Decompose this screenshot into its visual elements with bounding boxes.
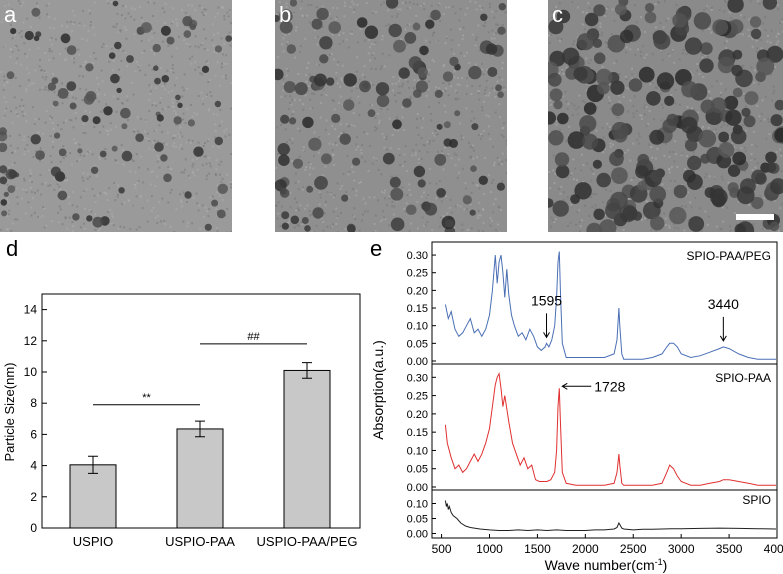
tem-image-b [275,0,507,232]
y-tick-label: 0.30 [407,372,428,384]
bar [69,464,117,529]
error-bar [195,420,205,438]
annotation-arrow [543,313,550,339]
significance-label: ## [247,331,260,343]
series-label: SPIO [742,493,771,507]
x-tick-label: 3500 [716,542,743,556]
tem-image-a [0,0,232,232]
bar [283,369,331,529]
x-tick-label: 2000 [572,542,599,556]
annotation-arrow [719,316,727,342]
x-tick-label: 1500 [524,542,551,556]
x-tick-label: USPIO-PAA/PEG [257,534,358,549]
scale-bar [736,214,774,220]
annotation-arrow [561,382,592,390]
spectrum-line [444,500,777,532]
bar [176,428,224,529]
series-label: SPIO-PAA [715,371,771,385]
x-tick-label: 2500 [620,542,647,556]
y-tick-label: 0.15 [407,427,428,439]
y-tick-label: 10 [24,365,38,379]
ftir-spectra-chart: 0.00 0.05 0.10 0.15 0.20 0.25 0.30 SPIO-PAA/PEG… [370,241,783,573]
annotation-label: 1595 [531,292,562,308]
y-tick-label: 0.05 [407,338,428,350]
y-tick-label: 0.00 [407,529,428,541]
panel-label-e: e [370,236,383,261]
x-tick-label: 4000 [764,542,783,556]
y-tick-label: 0.05 [407,514,428,526]
x-tick-label: USPIO [73,534,113,549]
y-tick-label: 8 [30,396,37,410]
x-axis-title: Wave number(cm-1) [545,557,668,573]
y-tick-label: 0.05 [407,464,428,476]
y-axis-title: Particle Size(nm) [2,363,17,462]
panel-label-c: c [552,2,563,27]
y-tick-label: 0.10 [407,499,428,511]
y-tick-label: 0.25 [407,391,428,403]
tem-image-c [548,0,783,232]
annotation-label: 3440 [708,296,739,312]
annotation-label: 1728 [594,378,625,394]
error-bar [88,455,98,474]
y-tick-label: 0.20 [407,409,428,421]
series-label: SPIO-PAA/PEG [687,249,771,263]
y-tick-label: 0.10 [407,321,428,333]
subplot-frame [431,489,778,539]
y-tick-label: 0.30 [407,250,428,262]
y-axis-title: Absorption(a.u.) [370,340,386,440]
panel-label-b: b [279,2,292,27]
y-tick-label: 0.10 [407,445,428,457]
y-tick-label: 4 [30,459,37,473]
panel-label-d: d [6,236,19,261]
y-tick-label: 2 [30,490,37,504]
y-tick-label: 0.15 [407,303,428,315]
y-tick-label: 0 [30,521,37,535]
y-tick-label: 14 [24,303,38,317]
error-bar [302,362,312,379]
spectrum-line [444,251,776,360]
y-tick-label: 0.20 [407,285,428,297]
x-tick-label: 1000 [476,542,503,556]
x-tick-label: 500 [432,542,452,556]
y-tick-label: 0.00 [407,356,428,368]
x-tick-label: 3000 [668,542,695,556]
y-tick-label: 0.25 [407,268,428,280]
y-tick-label: 12 [24,334,38,348]
spectrum-line [444,372,776,486]
panel-label-a: a [4,2,17,27]
x-tick-label: USPIO-PAA [165,534,235,549]
y-tick-label: 6 [30,427,37,441]
y-tick-label: 0.00 [407,482,428,494]
significance-label: ** [142,392,151,404]
